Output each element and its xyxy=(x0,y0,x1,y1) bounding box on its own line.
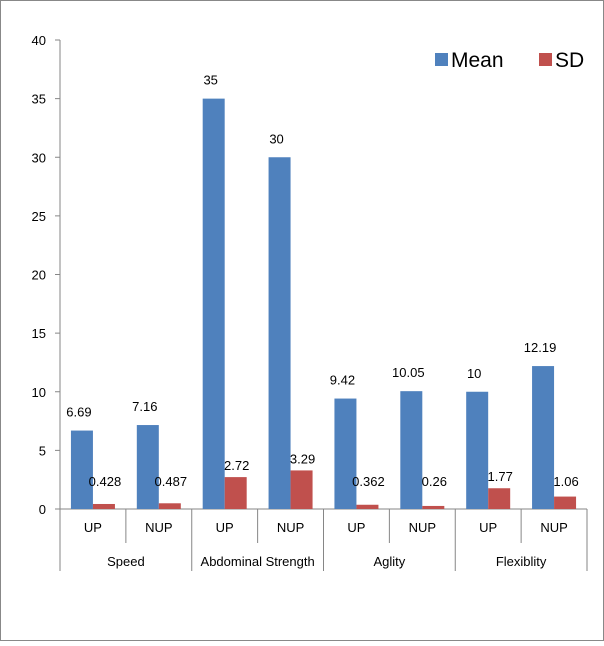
legend-label-mean: Mean xyxy=(451,49,504,72)
bar-sd xyxy=(422,505,445,509)
bar-sd xyxy=(356,504,379,509)
x-tick-label: UP xyxy=(479,520,497,535)
legend: Mean SD xyxy=(435,49,584,72)
data-label-mean: 6.69 xyxy=(66,405,91,420)
x-tick-label: NUP xyxy=(540,520,567,535)
data-label-sd: 2.72 xyxy=(224,458,249,473)
x-tick-label: UP xyxy=(347,520,365,535)
data-label-mean: 12.19 xyxy=(524,340,557,355)
y-tick-label: 10 xyxy=(32,385,46,400)
y-tick-label: 5 xyxy=(39,443,46,458)
bar-mean xyxy=(268,157,291,509)
data-labels: 6.69 0.428 7.16 0.487 35 2.72 30 3.29 9.42 0.362 1… xyxy=(66,73,578,489)
legend-label-sd: SD xyxy=(555,49,584,72)
group-label: Flexiblity xyxy=(496,554,547,569)
data-label-sd: 0.487 xyxy=(155,474,188,489)
data-label-mean: 35 xyxy=(203,73,217,88)
group-label: Aglity xyxy=(373,554,405,569)
x-tick-label: UP xyxy=(216,520,234,535)
bar-sd xyxy=(488,488,511,509)
bars xyxy=(70,98,577,509)
bar-mean xyxy=(532,366,555,509)
y-tick-label: 0 xyxy=(39,502,46,517)
data-label-mean: 10 xyxy=(467,366,481,381)
y-tick-label: 20 xyxy=(32,268,46,283)
y-tick-label: 25 xyxy=(32,209,46,224)
y-tick-label: 35 xyxy=(32,92,46,107)
x-tick-label: UP xyxy=(84,520,102,535)
data-label-mean: 9.42 xyxy=(330,373,355,388)
data-label-sd: 0.362 xyxy=(352,474,385,489)
bar-sd xyxy=(92,503,115,509)
y-tick-label: 15 xyxy=(32,326,46,341)
data-label-sd: 1.06 xyxy=(553,474,578,489)
bar-mean xyxy=(70,430,93,509)
y-tick-label: 40 xyxy=(32,33,46,48)
data-label-mean: 10.05 xyxy=(392,365,425,380)
data-label-sd: 0.26 xyxy=(422,474,447,489)
bar-mean xyxy=(400,391,423,509)
x-tick-label: NUP xyxy=(277,520,304,535)
x-tick-label: NUP xyxy=(145,520,172,535)
data-label-sd: 0.428 xyxy=(89,474,122,489)
y-tick-label: 30 xyxy=(32,150,46,165)
data-label-mean: 30 xyxy=(269,131,283,146)
x-tick-label: NUP xyxy=(409,520,436,535)
bar-mean xyxy=(136,425,159,509)
y-axis: 0 5 10 15 20 25 30 35 40 xyxy=(32,33,61,517)
group-label: Speed xyxy=(107,554,145,569)
bar-sd xyxy=(290,470,313,509)
group-label: Abdominal Strength xyxy=(201,554,315,569)
bar-mean xyxy=(466,391,489,509)
bar-sd xyxy=(158,503,181,509)
legend-swatch-sd xyxy=(539,53,552,66)
bar-mean xyxy=(334,398,357,509)
legend-swatch-mean xyxy=(435,53,448,66)
bar-mean xyxy=(202,98,225,509)
data-label-mean: 7.16 xyxy=(132,399,157,414)
bar-sd xyxy=(554,496,577,509)
bar-sd xyxy=(224,477,247,509)
data-label-sd: 1.77 xyxy=(488,469,513,484)
data-label-sd: 3.29 xyxy=(290,451,315,466)
